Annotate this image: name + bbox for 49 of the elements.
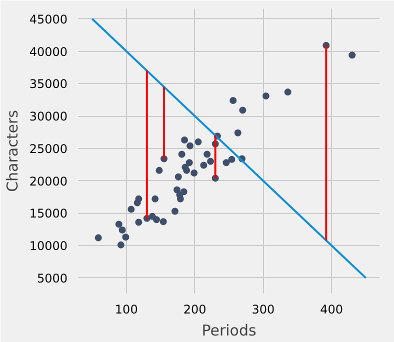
y-axis-title: Characters bbox=[3, 110, 22, 192]
x-tick-label: 100 bbox=[114, 302, 138, 316]
point bbox=[156, 166, 163, 174]
y-tick-label: 20000 bbox=[29, 174, 68, 188]
point bbox=[348, 52, 356, 59]
y-tick-label: 15000 bbox=[29, 206, 68, 221]
point bbox=[94, 234, 102, 242]
point bbox=[115, 220, 122, 228]
point bbox=[152, 195, 159, 202]
x-tick-label: 400 bbox=[320, 302, 344, 316]
point bbox=[262, 92, 270, 100]
point bbox=[174, 186, 181, 194]
point bbox=[183, 166, 190, 174]
point bbox=[181, 136, 188, 144]
point bbox=[228, 156, 236, 163]
y-tick-label: 30000 bbox=[29, 110, 68, 124]
y-tick-label: 35000 bbox=[29, 77, 68, 92]
point bbox=[180, 188, 188, 196]
point bbox=[118, 226, 126, 234]
point bbox=[207, 158, 214, 165]
point bbox=[186, 159, 193, 166]
x-tick-label: 200 bbox=[183, 302, 206, 316]
point bbox=[284, 88, 292, 96]
point bbox=[190, 170, 198, 177]
point bbox=[178, 150, 186, 158]
y-tick-label: 40000 bbox=[29, 44, 68, 59]
point bbox=[117, 241, 124, 248]
point bbox=[122, 234, 130, 241]
point bbox=[135, 195, 142, 202]
point bbox=[239, 106, 246, 114]
y-tick-label: 25000 bbox=[29, 142, 68, 156]
x-axis-title: Periods bbox=[202, 322, 256, 340]
point bbox=[160, 218, 167, 226]
point bbox=[174, 173, 182, 180]
point bbox=[135, 218, 142, 226]
y-tick-label: 10000 bbox=[29, 239, 68, 254]
y-tick-label: 5000 bbox=[36, 271, 68, 286]
point bbox=[204, 150, 211, 158]
point bbox=[128, 206, 135, 213]
point bbox=[222, 159, 230, 166]
point bbox=[171, 208, 178, 215]
point bbox=[200, 162, 208, 169]
point bbox=[234, 129, 242, 136]
point bbox=[194, 138, 202, 146]
point bbox=[230, 96, 237, 104]
point bbox=[152, 216, 160, 224]
point bbox=[186, 142, 194, 150]
y-tick-label: 45000 bbox=[29, 12, 68, 26]
x-tick-label: 300 bbox=[252, 302, 275, 316]
